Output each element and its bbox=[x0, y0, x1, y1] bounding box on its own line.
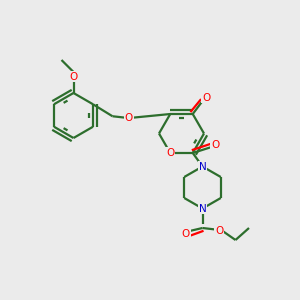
Text: O: O bbox=[215, 226, 223, 236]
Text: O: O bbox=[202, 92, 210, 103]
Text: N: N bbox=[199, 161, 206, 172]
Text: O: O bbox=[211, 140, 219, 151]
Text: O: O bbox=[125, 113, 133, 123]
Text: O: O bbox=[166, 148, 174, 158]
Text: O: O bbox=[182, 229, 190, 239]
Text: N: N bbox=[199, 203, 206, 214]
Text: O: O bbox=[69, 71, 78, 82]
